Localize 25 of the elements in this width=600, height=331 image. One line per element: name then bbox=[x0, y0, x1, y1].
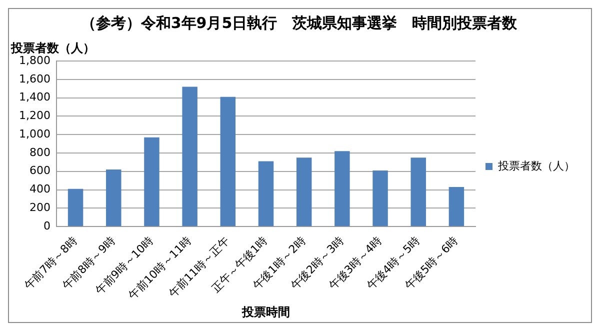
y-tick-label: 1,200 bbox=[18, 109, 50, 122]
y-axis-title: 投票者数（人） bbox=[10, 41, 95, 56]
y-tick-label: 400 bbox=[29, 182, 50, 196]
y-tick-label: 600 bbox=[29, 164, 50, 178]
bar bbox=[220, 96, 236, 226]
y-tick-label: 1,400 bbox=[18, 90, 50, 104]
bar bbox=[106, 170, 122, 226]
bar bbox=[144, 137, 160, 226]
x-axis-title: 投票時間 bbox=[240, 304, 290, 319]
y-tick-label: 1,000 bbox=[18, 127, 50, 140]
bar bbox=[372, 170, 388, 226]
legend-label: 投票者数（人） bbox=[497, 159, 575, 172]
bar bbox=[296, 158, 312, 226]
chart-title: （参考）令和3年9月5日執行 茨城県知事選挙 時間別投票者数 bbox=[80, 14, 518, 32]
y-tick-label: 1,600 bbox=[18, 72, 50, 86]
bar bbox=[410, 158, 426, 226]
bar bbox=[68, 188, 84, 226]
bar bbox=[448, 187, 464, 226]
bar bbox=[182, 86, 198, 226]
y-tick-label: 800 bbox=[29, 146, 50, 159]
bar bbox=[334, 151, 350, 226]
bar bbox=[258, 161, 274, 226]
y-tick-label: 1,800 bbox=[18, 54, 50, 67]
y-tick-label: 200 bbox=[29, 201, 50, 214]
y-tick-label: 0 bbox=[43, 219, 50, 232]
